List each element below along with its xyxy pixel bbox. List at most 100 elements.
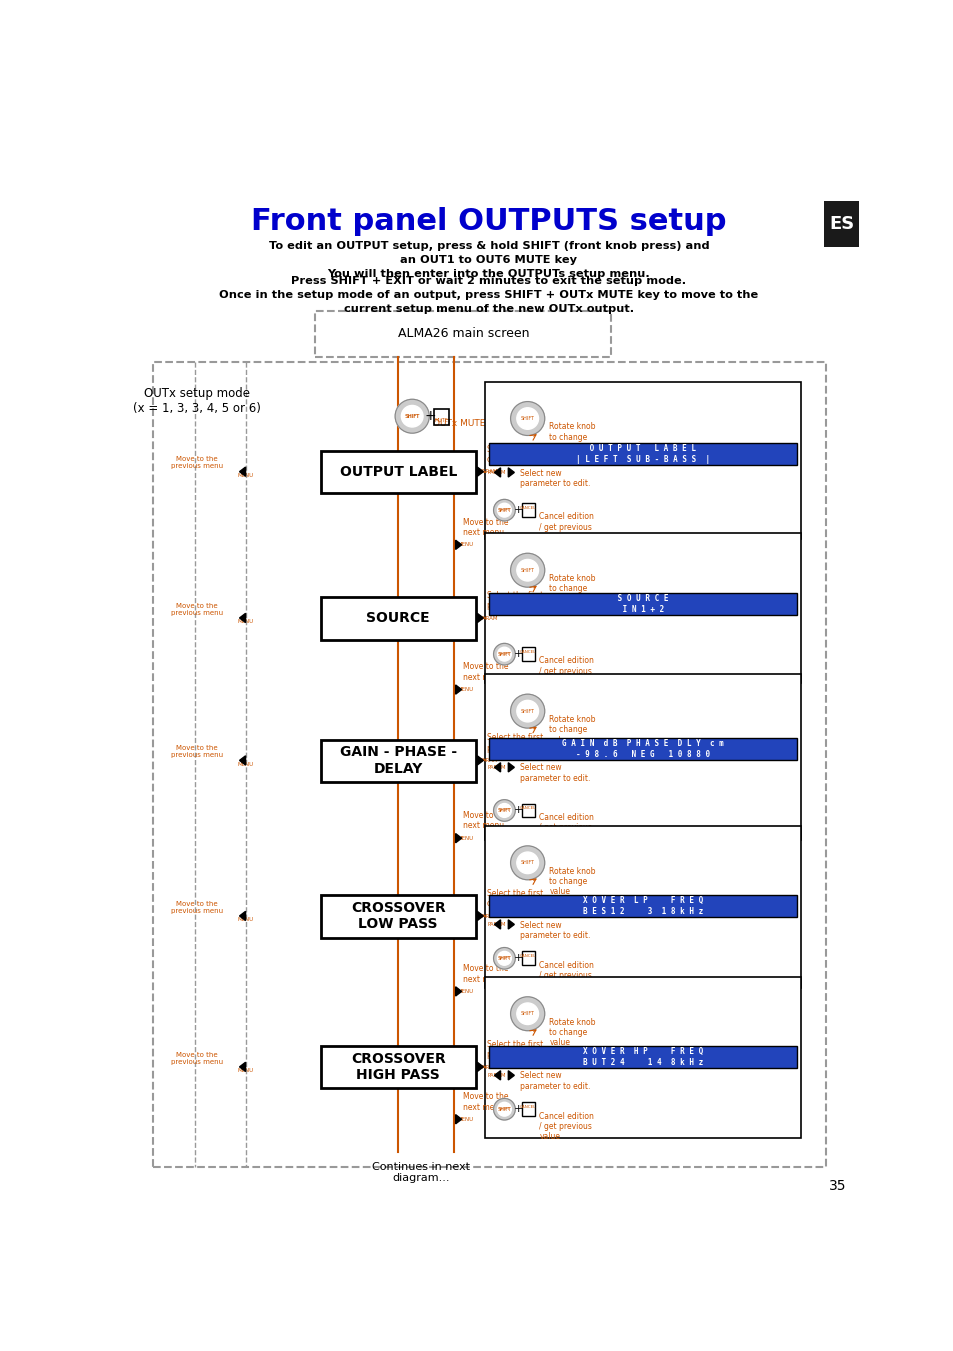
Text: PARAM: PARAM [479, 616, 497, 620]
Text: SHIFT: SHIFT [404, 413, 419, 419]
Text: Move to the
previous menu: Move to the previous menu [171, 746, 223, 758]
Polygon shape [456, 1115, 461, 1124]
Polygon shape [239, 467, 245, 477]
Circle shape [517, 1002, 537, 1024]
Text: CANCEL: CANCEL [519, 650, 537, 654]
Text: MENU: MENU [237, 1069, 253, 1073]
Text: CROSSOVER
HIGH PASS: CROSSOVER HIGH PASS [351, 1052, 445, 1082]
Text: Cancel edition
/ get previous
text: Cancel edition / get previous text [538, 512, 594, 542]
FancyBboxPatch shape [484, 534, 801, 684]
Polygon shape [456, 685, 461, 694]
Polygon shape [456, 834, 461, 843]
Polygon shape [494, 467, 500, 477]
Text: SHIFT: SHIFT [498, 508, 510, 512]
Text: SHIFT: SHIFT [498, 653, 510, 657]
Polygon shape [456, 986, 461, 996]
Text: SHIFT: SHIFT [520, 416, 534, 422]
Circle shape [510, 997, 544, 1031]
Text: 35: 35 [828, 1179, 845, 1193]
Text: Move to the
previous menu: Move to the previous menu [171, 901, 223, 913]
Polygon shape [476, 467, 483, 477]
Circle shape [493, 947, 515, 969]
FancyBboxPatch shape [320, 739, 476, 782]
Text: ES: ES [828, 215, 853, 232]
Text: MENU: MENU [457, 836, 474, 840]
Circle shape [493, 800, 515, 821]
Circle shape [510, 554, 544, 588]
Circle shape [510, 401, 544, 435]
Text: MENU: MENU [457, 543, 474, 547]
Text: OUTx MUTE key: OUTx MUTE key [433, 419, 504, 428]
Circle shape [497, 1102, 511, 1116]
Text: ALMA26 main screen: ALMA26 main screen [397, 327, 529, 340]
Text: PARAM: PARAM [487, 470, 505, 476]
Circle shape [401, 405, 422, 427]
Circle shape [510, 694, 544, 728]
FancyBboxPatch shape [488, 593, 797, 615]
Circle shape [517, 852, 537, 874]
Text: PARAM: PARAM [487, 1073, 505, 1078]
Polygon shape [456, 540, 461, 550]
Text: PARAM: PARAM [487, 765, 505, 770]
Text: X O V E R  L P     F R E Q: X O V E R L P F R E Q [582, 896, 702, 905]
Polygon shape [508, 467, 514, 477]
Text: MENU: MENU [237, 619, 253, 624]
Text: SHIFT: SHIFT [520, 567, 534, 573]
FancyBboxPatch shape [320, 1046, 476, 1089]
Text: Rotate knob
to change
value: Rotate knob to change value [549, 715, 596, 744]
Text: Move to the
previous menu: Move to the previous menu [171, 1051, 223, 1065]
Text: Cancel edition
/ get previous
value: Cancel edition / get previous value [538, 1112, 594, 1142]
Text: CANCEL: CANCEL [519, 807, 537, 811]
Text: Move to the
next menu: Move to the next menu [463, 965, 508, 984]
Polygon shape [508, 1071, 514, 1079]
Circle shape [497, 951, 511, 965]
Polygon shape [239, 613, 245, 623]
FancyBboxPatch shape [488, 896, 797, 917]
Polygon shape [494, 1071, 500, 1079]
Text: SHIFT: SHIFT [520, 709, 534, 713]
Text: MENU: MENU [237, 917, 253, 923]
Text: SHIFT: SHIFT [498, 957, 510, 961]
Text: Rotate knob
to change
value: Rotate knob to change value [549, 1017, 596, 1047]
Circle shape [517, 559, 537, 581]
Text: MENU: MENU [237, 473, 253, 478]
Polygon shape [508, 920, 514, 929]
Text: MUTE: MUTE [435, 417, 448, 423]
Text: Rotate knob
to change
value: Rotate knob to change value [549, 867, 596, 897]
Text: Select the first
character to edit: Select the first character to edit [486, 444, 550, 463]
Text: MENU: MENU [457, 989, 474, 994]
Text: OUTx setup mode
(x = 1, 3, 3, 4, 5 or 6): OUTx setup mode (x = 1, 3, 3, 4, 5 or 6) [132, 386, 260, 415]
Text: Move to the
next menu: Move to the next menu [463, 662, 508, 682]
Text: SHIFT: SHIFT [520, 1012, 534, 1016]
Text: Select new
parameter to edit.: Select new parameter to edit. [519, 920, 590, 940]
Text: B E S 1 2     3  1 8 k H z: B E S 1 2 3 1 8 k H z [582, 907, 702, 916]
Text: Select the first
parameter to edit: Select the first parameter to edit [486, 590, 554, 611]
Text: B U T 2 4     1 4  8 k H z: B U T 2 4 1 4 8 k H z [582, 1058, 702, 1067]
Text: SHIFT: SHIFT [497, 651, 511, 657]
Text: Cancel edition
/ get previous
value: Cancel edition / get previous value [538, 813, 594, 843]
Text: PARAM: PARAM [487, 923, 505, 927]
Circle shape [517, 700, 537, 721]
Text: Front panel OUTPUTS setup: Front panel OUTPUTS setup [251, 207, 726, 236]
FancyBboxPatch shape [320, 896, 476, 938]
Text: SHIFT: SHIFT [498, 1108, 510, 1112]
FancyBboxPatch shape [484, 381, 801, 539]
FancyBboxPatch shape [488, 1046, 797, 1067]
Text: Move to the
next menu: Move to the next menu [463, 1092, 508, 1112]
Circle shape [395, 400, 429, 434]
Text: Select new
parameter to edit.: Select new parameter to edit. [519, 763, 590, 782]
Text: Move to the
previous menu: Move to the previous menu [171, 457, 223, 469]
Polygon shape [508, 763, 514, 771]
Text: GAIN - PHASE -
DELAY: GAIN - PHASE - DELAY [339, 746, 456, 775]
Circle shape [510, 846, 544, 880]
Circle shape [497, 647, 511, 661]
Polygon shape [239, 912, 245, 920]
Polygon shape [476, 613, 483, 623]
Text: MENU: MENU [457, 1117, 474, 1121]
Text: SHIFT: SHIFT [497, 955, 511, 961]
Circle shape [493, 1098, 515, 1120]
FancyBboxPatch shape [484, 977, 801, 1139]
Text: Select new
parameter to edit.: Select new parameter to edit. [519, 1071, 590, 1090]
FancyBboxPatch shape [320, 597, 476, 639]
Circle shape [493, 643, 515, 665]
